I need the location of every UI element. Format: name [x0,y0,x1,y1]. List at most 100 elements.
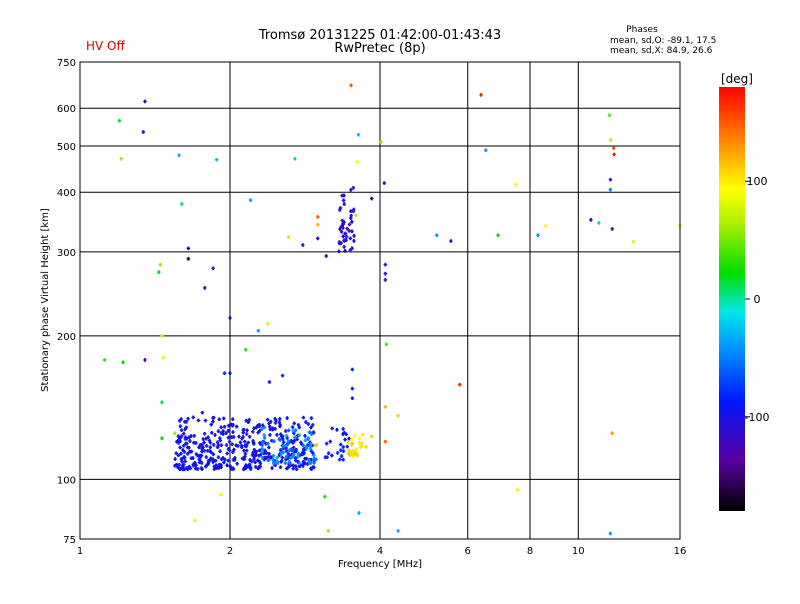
data-point [208,440,213,445]
data-point [326,451,331,456]
data-point-mark [221,417,226,420]
data-point-mark [235,463,239,465]
data-point [342,193,346,198]
data-point [293,428,298,432]
data-point-mark [342,194,346,197]
data-point-mark [200,450,204,453]
data-point-mark [297,462,302,465]
data-point [234,424,239,429]
data-point-mark [287,441,292,443]
data-point-mark [184,421,189,423]
data-point-mark [350,247,354,249]
data-point-mark [351,187,356,189]
data-point-mark [350,388,355,390]
data-point-mark [280,457,285,459]
data-point [343,232,348,236]
data-point-mark [214,464,218,466]
data-point-mark [611,147,616,149]
data-point [434,233,439,238]
data-point-mark [350,443,355,445]
data-point-mark [280,435,285,437]
data-point-mark [290,453,294,456]
data-point-mark [242,458,247,460]
data-point-mark [211,444,216,446]
data-point-mark [278,425,282,427]
data-point-mark [192,442,196,444]
data-point-mark [215,441,220,443]
data-point [229,467,234,471]
data-point-mark [278,433,283,435]
data-point [344,238,348,243]
data-point-mark [301,448,306,450]
data-point-mark [290,449,295,451]
data-point [296,451,301,456]
data-point [265,321,270,326]
data-point [257,424,262,429]
data-point-mark [246,421,251,423]
data-point-mark [187,451,192,453]
data-point [200,410,205,415]
data-point [215,440,220,445]
data-point [193,518,197,523]
data-point [273,417,277,421]
data-point-mark [349,215,354,217]
data-point [335,428,339,432]
data-point-mark [309,450,314,452]
data-point-mark [309,443,313,445]
data-point [186,257,191,261]
data-point [178,439,183,443]
data-point [352,239,356,243]
data-point [208,456,213,461]
data-point-mark [221,433,225,435]
data-point-mark [218,439,223,442]
data-point-mark [286,429,291,432]
data-point-mark [330,427,335,429]
x-tick-label: 16 [674,546,687,557]
data-point [285,436,289,440]
data-point [278,417,282,421]
data-point [184,466,189,470]
data-point [357,511,361,515]
data-point [226,447,231,451]
data-point [265,417,270,422]
data-point [290,425,295,429]
data-point-mark [299,441,303,444]
data-point [193,466,198,471]
data-point [341,445,346,449]
data-point [297,425,302,430]
data-point [608,187,613,192]
data-point-mark [258,430,262,432]
data-point-mark [349,84,353,86]
data-point-mark [252,427,256,429]
data-point-mark [608,179,613,181]
data-point [219,457,224,462]
data-point [288,463,293,467]
data-point-mark [206,460,211,462]
phase-stats-title: Phases [626,25,658,35]
data-point [290,440,295,445]
data-point-mark [347,452,352,454]
data-point-mark [303,435,307,437]
data-point [252,454,257,459]
data-point-mark [273,428,277,430]
data-point-mark [197,458,202,460]
data-point [225,463,229,468]
data-point [257,453,261,458]
data-point-mark [364,446,368,448]
data-point-mark [277,454,282,456]
data-point [179,202,184,206]
data-point-mark [310,432,315,434]
data-point-mark [330,454,334,457]
data-point [328,439,333,444]
data-point-mark [352,455,356,457]
colorbar-ticks: 100 0 -100 [745,175,770,424]
data-point [253,460,257,465]
data-point-mark [292,432,296,434]
data-point-mark [271,455,276,457]
data-point [330,453,334,458]
data-point-mark [217,437,222,439]
data-point [259,427,264,431]
data-point [184,436,189,441]
data-point-mark [288,464,293,466]
data-point-mark [217,418,222,420]
